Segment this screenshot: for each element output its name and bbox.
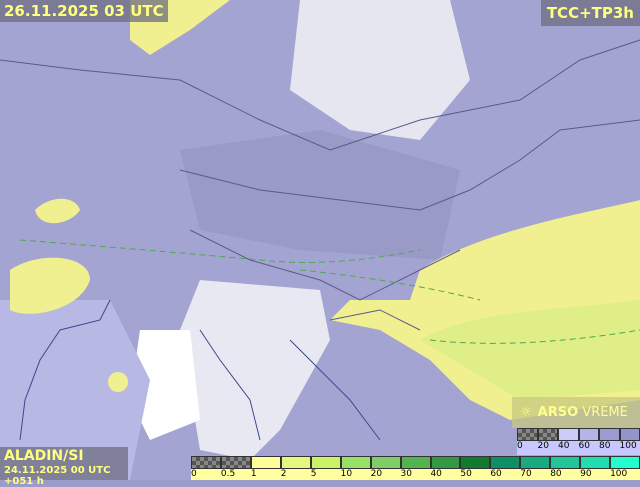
legend-tick: 70 xyxy=(520,469,531,479)
legend-tick: 0 xyxy=(191,469,197,479)
cloud-cover-legend: 0 20 40 60 80 100 xyxy=(517,428,640,455)
precip-spot xyxy=(108,372,128,392)
brand-bold: ARSO xyxy=(538,405,579,420)
precipitation-legend: 0 0.5 1 2 5 10 20 30 40 50 60 70 80 90 100 xyxy=(191,456,640,480)
legend-tick: 80 xyxy=(599,441,610,451)
model-info: ALADIN/SI 24.11.2025 00 UTC +051 h xyxy=(0,447,128,480)
legend-swatch xyxy=(431,456,461,469)
legend-tick: 1 xyxy=(251,469,257,479)
legend-tick: 100 xyxy=(610,469,627,479)
legend-tick: 0.5 xyxy=(221,469,235,479)
legend-tick: 5 xyxy=(311,469,317,479)
legend-swatch xyxy=(460,456,490,469)
legend-swatch xyxy=(371,456,401,469)
legend-swatch xyxy=(580,456,610,469)
legend-swatch xyxy=(517,428,538,441)
arso-logo: ☼ ARSO VREME xyxy=(512,397,640,428)
legend-swatch xyxy=(311,456,341,469)
legend-tick: 10 xyxy=(341,469,352,479)
legend-tick: 80 xyxy=(550,469,561,479)
legend-tick: 2 xyxy=(281,469,287,479)
legend-tick: 40 xyxy=(558,441,569,451)
legend-tick: 60 xyxy=(579,441,590,451)
legend-swatch xyxy=(401,456,431,469)
legend-swatch xyxy=(341,456,371,469)
parameter-label: TCC+TP3h xyxy=(541,0,640,26)
legend-tick: 20 xyxy=(371,469,382,479)
brand-light: VREME xyxy=(582,405,628,420)
model-name: ALADIN/SI xyxy=(0,447,128,465)
legend-tick: 90 xyxy=(580,469,591,479)
legend-swatch xyxy=(558,428,579,441)
legend-swatch xyxy=(579,428,600,441)
legend-tick: 50 xyxy=(460,469,471,479)
legend-swatch xyxy=(251,456,281,469)
legend-swatch xyxy=(550,456,580,469)
legend-tick: 30 xyxy=(401,469,412,479)
legend-tick: 20 xyxy=(538,441,549,451)
legend-swatch xyxy=(538,428,559,441)
legend-swatch xyxy=(599,428,620,441)
legend-tick: 40 xyxy=(430,469,441,479)
legend-swatch xyxy=(221,456,251,469)
model-run: 24.11.2025 00 UTC +051 h xyxy=(0,465,128,487)
legend-swatch xyxy=(191,456,221,469)
legend-swatch xyxy=(490,456,520,469)
legend-tick: 60 xyxy=(490,469,501,479)
legend-tick: 0 xyxy=(517,441,523,451)
legend-swatch xyxy=(520,456,550,469)
legend-swatch xyxy=(610,456,640,469)
sun-cloud-icon: ☼ xyxy=(520,405,532,420)
legend-swatch xyxy=(281,456,311,469)
valid-time-label: 26.11.2025 03 UTC xyxy=(0,0,168,22)
legend-tick: 100 xyxy=(620,441,637,451)
legend-swatch xyxy=(620,428,640,441)
